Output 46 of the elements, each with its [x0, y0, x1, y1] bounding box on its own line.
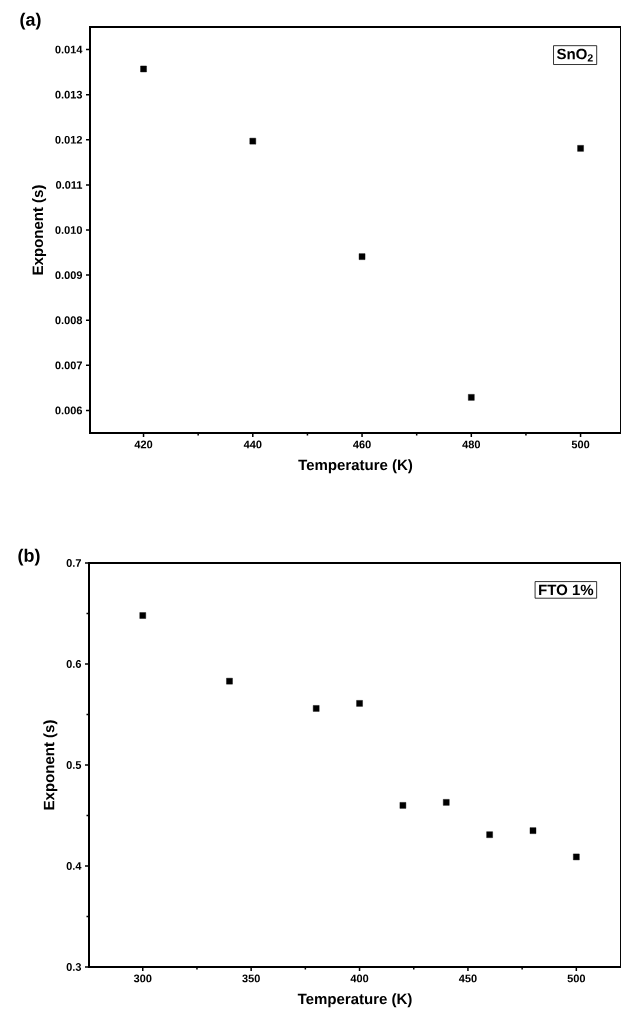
chart-title: (a)	[20, 12, 41, 30]
point	[249, 137, 256, 145]
y-tick-label: 0.010	[55, 226, 83, 234]
x-tick-label: 500	[571, 440, 590, 449]
chart-title: (b)	[18, 548, 40, 566]
x-tick-label: 300	[133, 974, 152, 983]
point	[312, 705, 320, 712]
y-tick-label: 0.012	[55, 135, 83, 144]
point	[226, 677, 233, 685]
x-tick-label: 460	[353, 440, 371, 449]
x-tick-label: 440	[243, 440, 262, 449]
point	[529, 827, 537, 834]
y-tick-label: 0.008	[55, 316, 83, 325]
point	[358, 253, 366, 260]
y-tick-label: 0.3	[66, 963, 82, 971]
x-tick-label: 480	[462, 440, 481, 449]
y-tick-label: 0.009	[55, 271, 83, 280]
y-axis-title: Exponent (s)	[43, 720, 58, 810]
y-tick-label: 0.014	[55, 45, 83, 54]
y-tick-label: 0.006	[55, 406, 83, 415]
x-axis-title: Temperature (K)	[298, 459, 413, 474]
y-tick-label: 0.4	[66, 862, 82, 870]
y-tick-label: 0.5	[66, 761, 82, 769]
point	[573, 853, 580, 861]
point	[140, 65, 147, 73]
y-tick-label: 0.013	[55, 90, 83, 99]
x-axis-title: Temperature (K)	[297, 993, 412, 1008]
x-tick-label: 450	[458, 974, 477, 983]
point	[468, 394, 475, 401]
y-tick-label: 0.011	[55, 181, 83, 189]
y-tick-label: 0.6	[66, 660, 82, 668]
x-tick-label: 400	[350, 974, 369, 983]
annotation: FTO 1%	[539, 584, 594, 596]
point	[399, 802, 407, 809]
y-tick-label: 0.7	[66, 559, 81, 567]
point	[356, 700, 363, 707]
x-tick-label: 350	[242, 974, 260, 983]
point	[486, 831, 493, 838]
point	[139, 612, 146, 619]
point	[443, 799, 450, 806]
annotation: SnO$_{2}$	[556, 48, 593, 62]
x-tick-label: 500	[567, 974, 586, 983]
x-tick-label: 420	[134, 440, 153, 449]
point	[577, 145, 584, 152]
y-tick-label: 0.007	[55, 361, 82, 370]
y-axis-title: Exponent (s)	[32, 185, 47, 275]
